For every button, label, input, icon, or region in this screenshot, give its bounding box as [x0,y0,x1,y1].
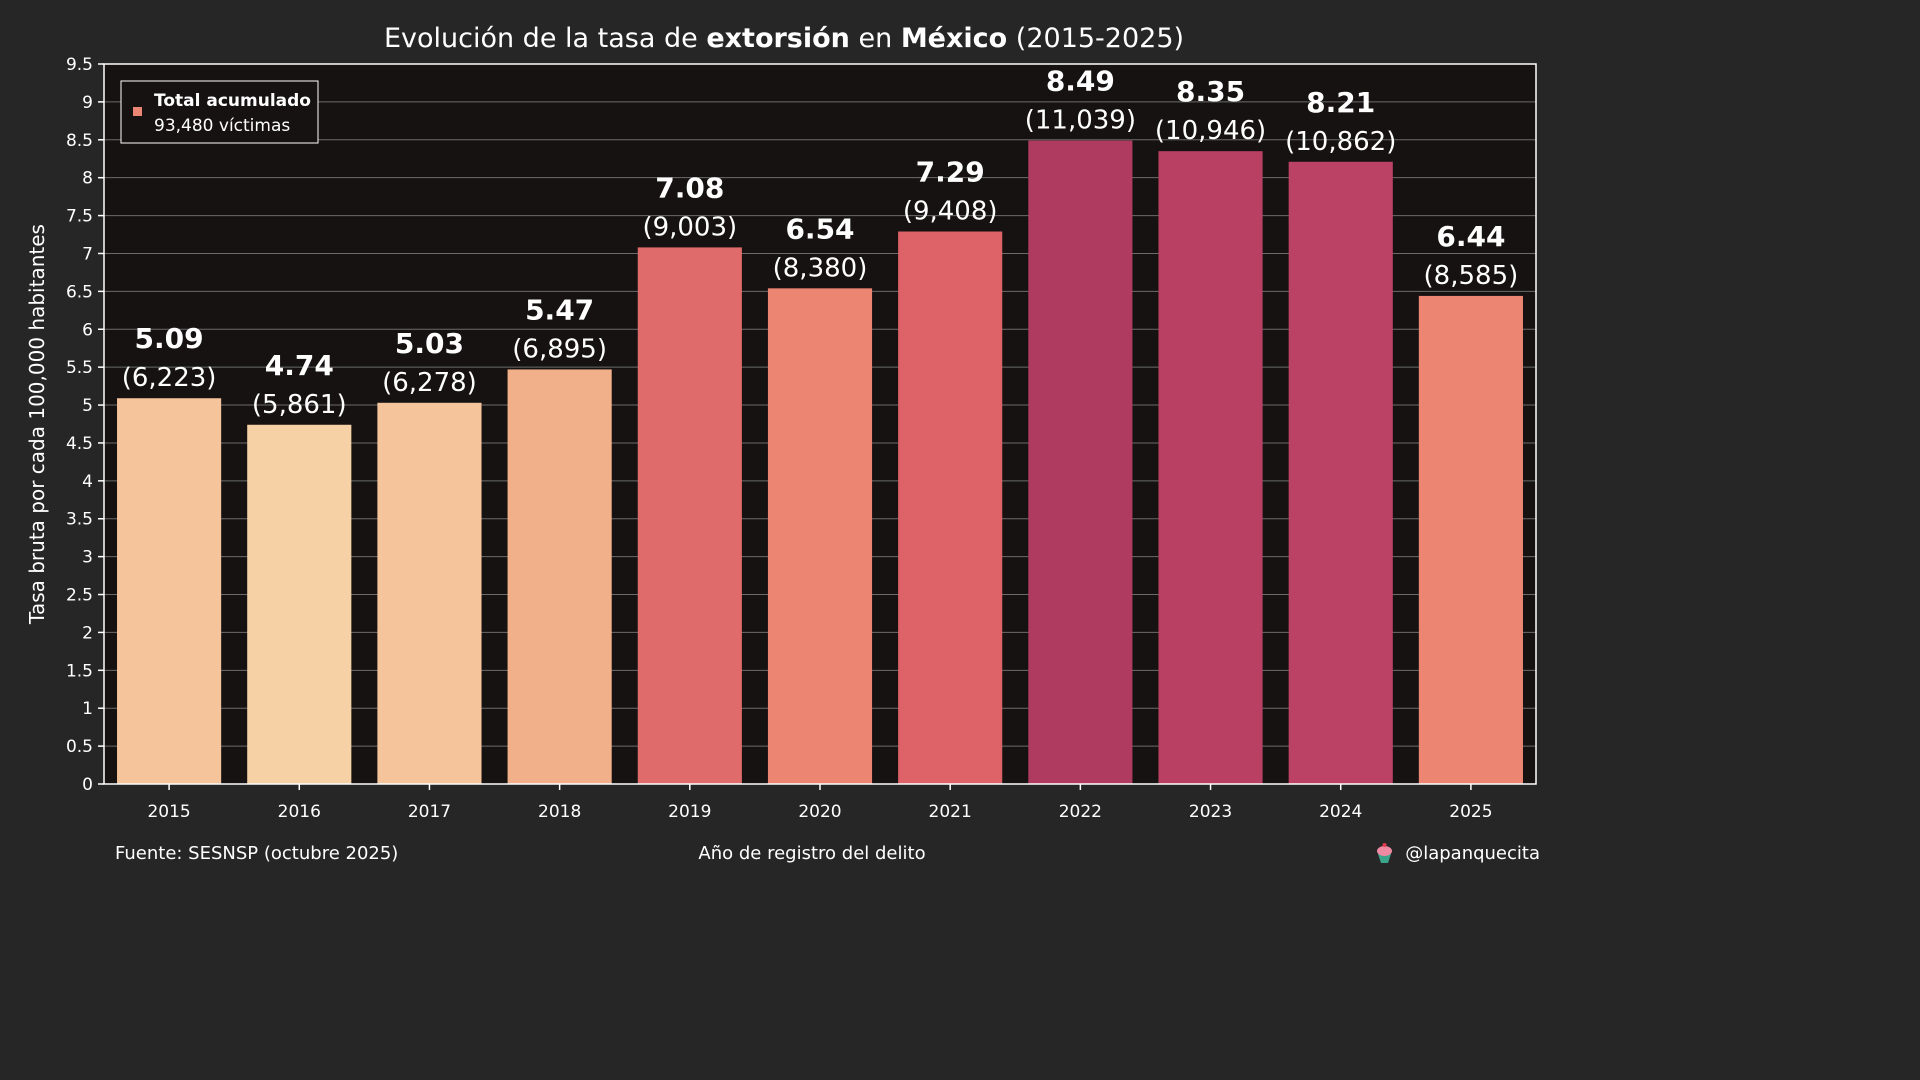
bar-chart: Evolución de la tasa de extorsión en Méx… [25,23,1540,864]
cupcake-icon [1377,843,1392,863]
bar-2020 [767,288,873,784]
y-tick-label: 0 [82,775,93,795]
y-tick-label: 5.5 [66,358,93,378]
count-label: (5,861) [252,390,347,420]
bar-2025 [1418,295,1523,784]
value-label: 7.29 [916,155,985,188]
bar-2019 [637,247,742,784]
y-tick-label: 4 [82,472,93,492]
bar-2015 [117,398,222,784]
legend-value: 93,480 víctimas [154,116,290,136]
x-tick-label: 2020 [798,802,841,822]
x-tick-label: 2025 [1449,802,1492,822]
legend-box [120,80,319,144]
bar-2023 [1158,151,1263,784]
source-note: Fuente: SESNSP (octubre 2025) [115,843,398,864]
value-label: 8.21 [1306,86,1375,119]
x-tick-label: 2023 [1189,802,1232,822]
value-label: 6.44 [1436,220,1505,253]
credit-handle: @lapanquecita [1405,843,1540,864]
bar-2021 [898,231,1003,784]
data-labels: 5.09 (6,223) 4.74 (5,861) 5.03 (6,278) 5.47 (6,… [122,65,1519,420]
count-label: (9,408) [903,196,998,226]
x-tick-label: 2021 [929,802,972,822]
bar-2018 [507,369,612,784]
y-tick-label: 7.5 [66,207,93,227]
count-label: (10,946) [1155,116,1266,146]
x-axis-ticks: 2015 2016 2017 2018 2019 2020 2021 2022 2023 2024… [147,784,1493,822]
count-label: (9,003) [642,212,737,242]
y-tick-label: 2 [82,623,93,643]
y-tick-label: 7 [82,244,93,264]
chart-container: Evolución de la tasa de extorsión en Méx… [25,23,1540,864]
value-label: 7.08 [655,171,724,204]
bar-2022 [1028,140,1133,784]
y-axis-ticks: 0 0.5 1 1.5 2 2.5 3 3.5 4 4.5 5 5.5 6 6.5 7 7.5 8 8.5 9 9.5 [66,55,104,795]
y-tick-label: 0.5 [66,737,93,757]
y-tick-label: 3 [82,548,93,568]
y-tick-label: 4.5 [66,434,93,454]
count-label: (6,223) [122,363,217,393]
value-label: 5.47 [525,293,594,326]
count-label: (6,278) [382,368,477,398]
count-label: (6,895) [512,334,607,364]
y-tick-label: 6 [82,320,93,340]
y-tick-label: 3.5 [66,510,93,530]
legend: Total acumulado 93,480 víctimas [120,80,319,144]
value-label: 6.54 [785,212,854,245]
value-label: 5.09 [135,322,204,355]
x-tick-label: 2016 [278,802,321,822]
count-label: (8,380) [773,253,868,283]
y-tick-label: 8 [82,169,93,189]
x-tick-label: 2015 [147,802,190,822]
bars [117,140,1523,784]
bar-2024 [1288,161,1393,784]
y-tick-label: 9.5 [66,55,93,75]
value-label: 8.35 [1176,75,1245,108]
y-tick-label: 1 [82,699,93,719]
y-tick-label: 8.5 [66,131,93,151]
x-tick-label: 2024 [1319,802,1362,822]
x-tick-label: 2017 [408,802,451,822]
y-tick-label: 6.5 [66,282,93,302]
value-label: 8.49 [1046,65,1115,98]
value-label: 4.74 [265,349,334,382]
bar-2017 [377,402,482,784]
x-axis-label: Año de registro del delito [698,843,925,864]
count-label: (8,585) [1424,261,1519,291]
x-tick-label: 2019 [668,802,711,822]
x-tick-label: 2022 [1059,802,1102,822]
chart-title: Evolución de la tasa de extorsión en Méx… [384,23,1184,54]
y-tick-label: 5 [82,396,93,416]
y-axis-label: Tasa bruta por cada 100,000 habitantes [25,224,49,625]
legend-title: Total acumulado [154,91,311,111]
x-tick-label: 2018 [538,802,581,822]
value-label: 5.03 [395,327,464,360]
legend-marker [133,107,142,116]
y-tick-label: 1.5 [66,661,93,681]
count-label: (10,862) [1285,127,1396,157]
count-label: (11,039) [1025,106,1136,136]
y-tick-label: 9 [82,93,93,113]
bar-2016 [247,424,352,784]
y-tick-label: 2.5 [66,586,93,606]
